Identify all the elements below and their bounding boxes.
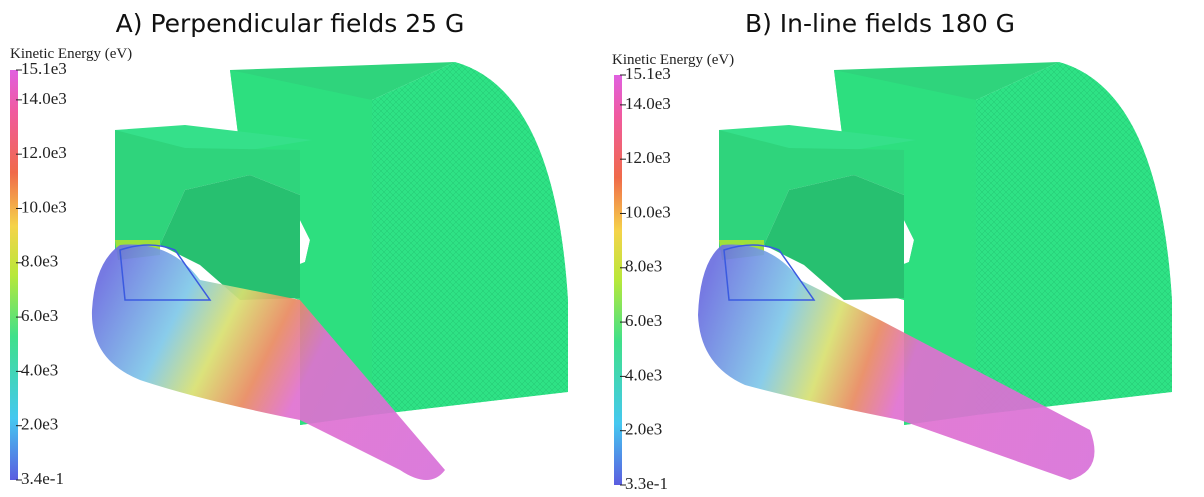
- colorbar-tick-label: 4.0e3: [21, 360, 58, 379]
- colorbar-tick-label: 10.0e3: [625, 202, 671, 221]
- colorbar-tick-label: 2.0e3: [625, 420, 662, 439]
- colorbar-tick-label: 12.0e3: [21, 143, 67, 162]
- colorbar-tick-label: 8.0e3: [625, 257, 662, 276]
- colorbar-tick-label: 15.1e3: [21, 59, 67, 78]
- colorbar-tick-label: 14.0e3: [625, 94, 671, 113]
- panel-title: A) Perpendicular fields 25 G: [116, 9, 465, 38]
- colorbar-tick-label: 10.0e3: [21, 197, 67, 216]
- colorbar-tick-label: 14.0e3: [21, 89, 67, 108]
- colorbar-tick-label: 12.0e3: [625, 148, 671, 167]
- panel-a: A) Perpendicular fields 25 G Kinetic Ene…: [10, 9, 568, 480]
- figure: A) Perpendicular fields 25 G Kinetic Ene…: [0, 0, 1204, 497]
- colorbar: [614, 75, 622, 485]
- colorbar-tick-label: 8.0e3: [21, 252, 58, 271]
- colorbar-tick-label: 4.0e3: [625, 365, 662, 384]
- panel-title: B) In-line fields 180 G: [745, 9, 1015, 38]
- colorbar-tick-label: 3.4e-1: [21, 469, 64, 488]
- colorbar-tick-label: 3.3e-1: [625, 474, 668, 493]
- colorbar-tick-label: 2.0e3: [21, 415, 58, 434]
- colorbar-tick-label: 15.1e3: [625, 64, 671, 83]
- colorbar-tick-label: 6.0e3: [21, 306, 58, 325]
- colorbar: [10, 70, 18, 480]
- colorbar-tick-label: 6.0e3: [625, 311, 662, 330]
- panel-b: B) In-line fields 180 G Kinetic Energy (…: [612, 9, 1172, 485]
